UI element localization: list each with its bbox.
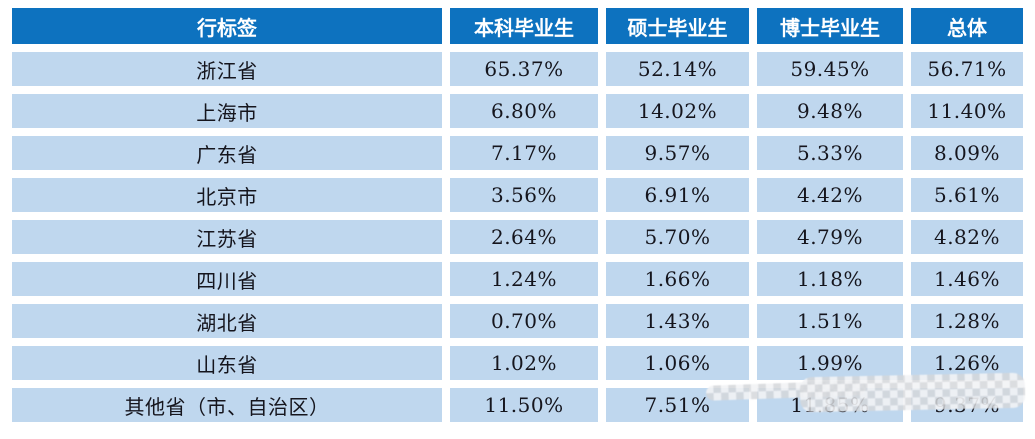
value-cell: 0.70% [450,304,598,338]
value-cell: 9.48% [757,94,903,128]
column-header-overall: 总体 [911,8,1023,44]
value-cell: 59.45% [757,52,903,86]
value-cell: 7.17% [450,136,598,170]
row-label-cell: 上海市 [12,94,442,128]
table-row: 广东省 7.17% 9.57% 5.33% 8.09% [12,136,1023,170]
value-cell: 1.02% [450,346,598,380]
value-cell: 7.51% [606,388,749,422]
table-row: 浙江省 65.37% 52.14% 59.45% 56.71% [12,52,1023,86]
watermark-blur [799,372,1026,413]
header-row: 行标签 本科毕业生 硕士毕业生 博士毕业生 总体 [12,8,1023,44]
table-row: 湖北省 0.70% 1.43% 1.51% 1.28% [12,304,1023,338]
value-cell: 1.06% [606,346,749,380]
value-cell: 1.18% [757,262,903,296]
column-header-row-label: 行标签 [12,8,442,44]
table-row: 北京市 3.56% 6.91% 4.42% 5.61% [12,178,1023,212]
column-header-bachelor: 本科毕业生 [450,8,598,44]
table-header: 行标签 本科毕业生 硕士毕业生 博士毕业生 总体 [12,8,1023,44]
value-cell: 65.37% [450,52,598,86]
value-cell: 5.61% [911,178,1023,212]
value-cell: 52.14% [606,52,749,86]
table-row: 山东省 1.02% 1.06% 1.99% 1.26% [12,346,1023,380]
column-header-doctor: 博士毕业生 [757,8,903,44]
value-cell: 5.33% [757,136,903,170]
value-cell: 14.02% [606,94,749,128]
value-cell: 1.46% [911,262,1023,296]
value-cell: 1.24% [450,262,598,296]
row-label-cell: 其他省（市、自治区） [12,388,442,422]
value-cell: 1.28% [911,304,1023,338]
table-row: 上海市 6.80% 14.02% 9.48% 11.40% [12,94,1023,128]
value-cell: 4.42% [757,178,903,212]
row-label-cell: 四川省 [12,262,442,296]
value-cell: 1.99% [757,346,903,380]
value-cell: 2.64% [450,220,598,254]
row-label-cell: 山东省 [12,346,442,380]
value-cell: 8.09% [911,136,1023,170]
value-cell: 6.91% [606,178,749,212]
column-header-master: 硕士毕业生 [606,8,749,44]
table-row: 江苏省 2.64% 5.70% 4.79% 4.82% [12,220,1023,254]
row-label-cell: 湖北省 [12,304,442,338]
graduates-destination-table: 行标签 本科毕业生 硕士毕业生 博士毕业生 总体 浙江省 65.37% 52.14%… [4,0,1031,430]
row-label-cell: 浙江省 [12,52,442,86]
table-row: 四川省 1.24% 1.66% 1.18% 1.46% [12,262,1023,296]
value-cell: 56.71% [911,52,1023,86]
value-cell: 1.51% [757,304,903,338]
row-label-cell: 广东省 [12,136,442,170]
row-label-cell: 北京市 [12,178,442,212]
table-body: 浙江省 65.37% 52.14% 59.45% 56.71% 上海市 6.80% 14.02… [12,52,1023,422]
value-cell: 4.79% [757,220,903,254]
value-cell: 6.80% [450,94,598,128]
value-cell: 4.82% [911,220,1023,254]
value-cell: 3.56% [450,178,598,212]
value-cell: 1.66% [606,262,749,296]
value-cell: 9.57% [606,136,749,170]
value-cell: 5.70% [606,220,749,254]
value-cell: 11.40% [911,94,1023,128]
value-cell: 1.43% [606,304,749,338]
row-label-cell: 江苏省 [12,220,442,254]
value-cell: 11.50% [450,388,598,422]
